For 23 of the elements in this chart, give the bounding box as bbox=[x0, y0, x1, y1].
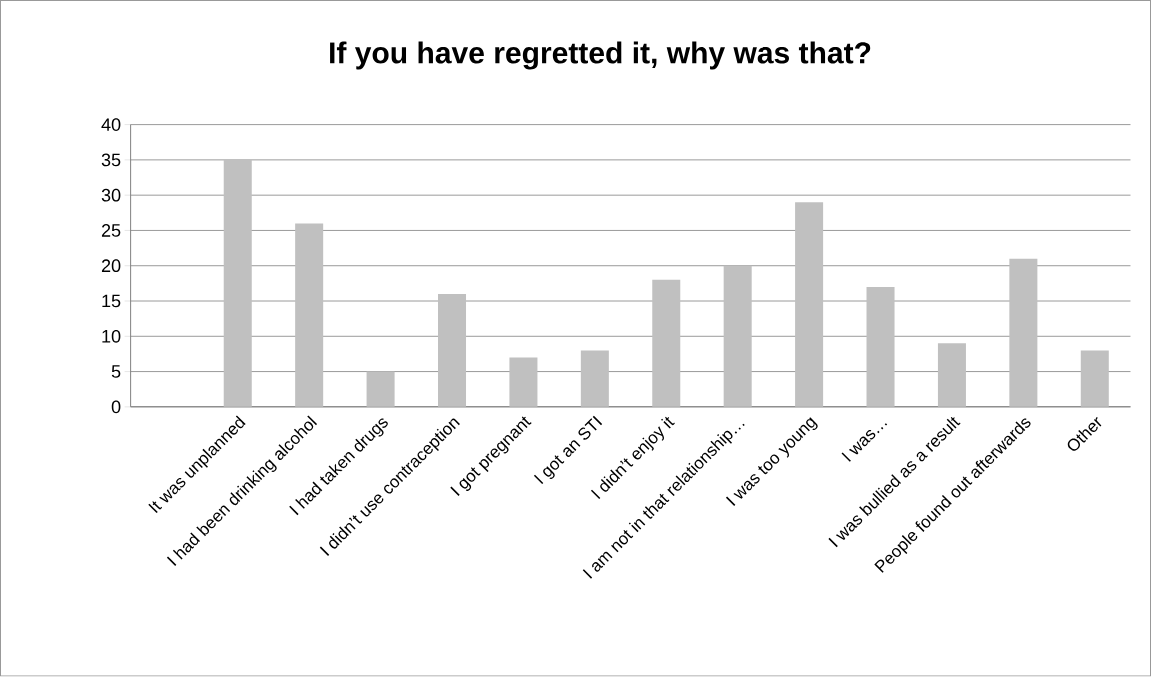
y-tick-label: 15 bbox=[102, 294, 121, 308]
bar bbox=[652, 280, 681, 408]
y-tick-label: 0 bbox=[111, 400, 121, 414]
y-tick-label: 20 bbox=[101, 259, 121, 273]
y-tick-label: 35 bbox=[101, 153, 121, 167]
bar bbox=[366, 371, 395, 408]
bar bbox=[866, 287, 895, 408]
y-tick-label: 10 bbox=[102, 330, 121, 343]
y-tick-label: 25 bbox=[101, 224, 121, 238]
bar bbox=[509, 357, 538, 408]
bar bbox=[580, 350, 609, 408]
bar bbox=[1080, 350, 1109, 408]
bar bbox=[937, 343, 966, 408]
bar bbox=[1009, 258, 1038, 408]
bar bbox=[223, 160, 252, 408]
chart-title: If you have regretted it, why was that? bbox=[330, 41, 871, 70]
bar bbox=[437, 294, 467, 408]
bar bbox=[295, 223, 324, 408]
bar bbox=[795, 202, 824, 408]
bar bbox=[723, 265, 752, 408]
y-tick-label: 40 bbox=[101, 118, 121, 132]
y-tick-label: 5 bbox=[111, 365, 121, 379]
y-tick-label: 30 bbox=[101, 188, 121, 202]
